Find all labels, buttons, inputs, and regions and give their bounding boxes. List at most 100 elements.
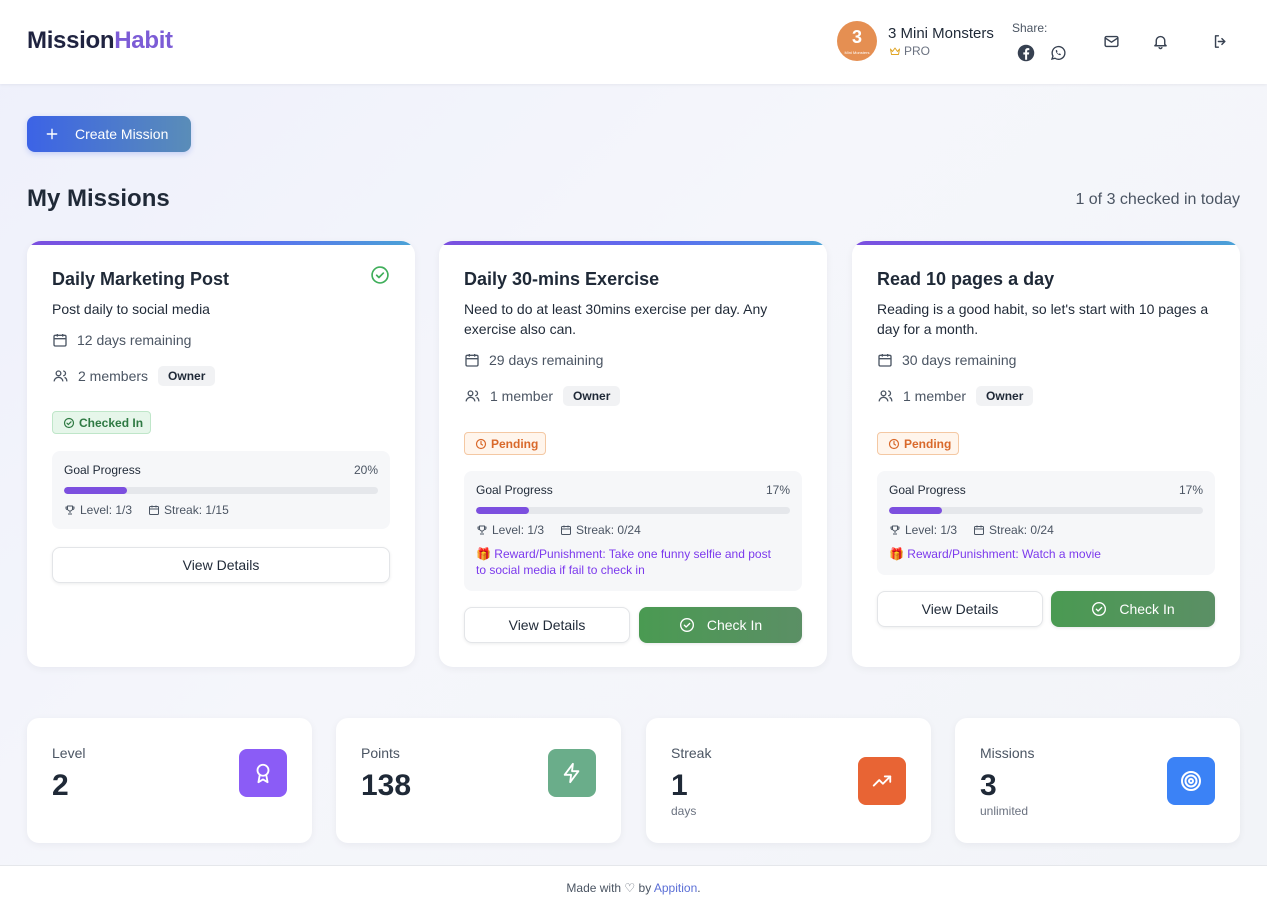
users-icon: [53, 370, 68, 382]
progress-meta: Level: 1/3 Streak: 0/24: [889, 523, 1054, 537]
stat-value: 1: [671, 769, 688, 802]
share-label: Share:: [1012, 21, 1048, 35]
member-count: 2 members: [78, 368, 149, 384]
progress-bar-fill: [889, 507, 943, 514]
status-label: Pending: [904, 436, 952, 451]
streak-text: Streak: 0/24: [989, 523, 1054, 537]
facebook-icon: [1017, 44, 1035, 62]
progress-percent: 17%: [765, 483, 790, 497]
stat-card-points: Points 138: [336, 718, 621, 843]
calendar-icon: [561, 525, 572, 535]
logout-icon: [1214, 34, 1225, 48]
bell-icon: [1153, 35, 1167, 49]
notifications-button[interactable]: [1150, 31, 1170, 51]
progress-meta: Level: 1/3 Streak: 1/15: [64, 503, 229, 517]
calendar-icon: [53, 334, 67, 347]
mission-title[interactable]: Daily Marketing Post: [52, 269, 230, 289]
check-in-button[interactable]: Check In: [1051, 591, 1215, 627]
check-in-label: Check In: [706, 617, 763, 633]
days-remaining-row: 29 days remaining: [464, 352, 603, 368]
trophy-icon: [477, 525, 487, 535]
streak-text: Streak: 0/24: [576, 523, 641, 537]
footer: Made with ♡ by Appition.: [0, 865, 1267, 903]
check-in-label: Check In: [1119, 601, 1175, 617]
calendar-icon: [465, 354, 479, 367]
check-circle-icon: [371, 266, 389, 284]
mail-icon: [1103, 35, 1119, 47]
level-text: Level: 1/3: [80, 503, 133, 517]
plan-badge: PRO: [889, 44, 930, 58]
members-row: 1 member Owner: [464, 386, 621, 406]
logo-text-mission: Mission: [27, 27, 115, 54]
plus-icon: [46, 128, 58, 140]
role-badge: Owner: [976, 386, 1034, 406]
whatsapp-share-button[interactable]: [1048, 44, 1068, 62]
whatsapp-icon: [1050, 45, 1066, 60]
messages-button[interactable]: [1101, 31, 1121, 51]
app-logo[interactable]: MissionHabit: [27, 27, 173, 55]
appition-link[interactable]: Appition: [653, 881, 698, 895]
members-row: 1 member Owner: [877, 386, 1034, 406]
plan-label: PRO: [904, 44, 931, 58]
trophy-icon: [65, 505, 75, 515]
mission-title[interactable]: Read 10 pages a day: [877, 269, 1055, 289]
stat-icon-box: [239, 749, 287, 797]
mission-description: Need to do at least 30mins exercise per …: [464, 301, 768, 337]
calendar-icon: [149, 505, 160, 515]
mission-card: Daily Marketing Post Post daily to socia…: [27, 241, 415, 667]
members-row: 2 members Owner: [52, 366, 216, 386]
page-title: My Missions: [27, 185, 170, 212]
stat-icon-box: [858, 757, 906, 805]
level-text: Level: 1/3: [492, 523, 545, 537]
reward-text: Reward/Punishment: Watch a movie: [907, 547, 1101, 561]
reward-punishment: 🎁 Reward/Punishment: Take one funny self…: [476, 546, 776, 578]
check-in-button[interactable]: Check In: [639, 607, 802, 643]
progress-percent: 20%: [353, 463, 378, 477]
users-icon: [465, 390, 480, 402]
level-info: Level: 1/3: [889, 523, 957, 537]
logo-text-habit: Habit: [114, 27, 173, 54]
progress-bar: [64, 487, 378, 494]
stat-card-level: Level 2: [27, 718, 312, 843]
stat-icon-box: [548, 749, 596, 797]
status-badge: Checked In: [52, 411, 152, 434]
role-badge: Owner: [563, 386, 621, 406]
calendar-icon: [878, 354, 892, 367]
check-circle-icon: [63, 417, 75, 428]
logout-button[interactable]: [1210, 31, 1230, 51]
goal-progress-panel: Goal Progress 17% Level: 1/3 Streak: 0/2…: [464, 471, 802, 591]
checked-in-summary: 1 of 3 checked in today: [1075, 191, 1240, 208]
member-count: 1 member: [490, 388, 554, 404]
stat-card-missions: Missions 3 unlimited: [955, 718, 1240, 843]
view-details-button[interactable]: View Details: [464, 607, 630, 643]
view-details-button[interactable]: View Details: [877, 591, 1043, 627]
footer-suffix: .: [697, 881, 701, 895]
progress-label: Goal Progress: [476, 483, 553, 497]
stat-icon-box: [1167, 757, 1215, 805]
stat-label: Level: [52, 745, 86, 761]
crown-icon: [890, 47, 900, 55]
checked-in-indicator: [370, 265, 390, 290]
mission-description: Reading is a good habit, so let's start …: [877, 301, 1209, 337]
mission-title[interactable]: Daily 30-mins Exercise: [464, 269, 660, 289]
gift-icon: 🎁: [889, 547, 904, 561]
trending-up-icon: [872, 775, 892, 787]
days-remaining-row: 30 days remaining: [877, 352, 1016, 368]
facebook-share-button[interactable]: [1016, 44, 1036, 62]
team-avatar[interactable]: 3 Mini Monsters: [837, 21, 877, 61]
progress-bar-fill: [476, 507, 530, 514]
check-circle-icon: [1092, 602, 1107, 616]
progress-label: Goal Progress: [889, 483, 966, 497]
status-badge: Pending: [464, 432, 547, 455]
streak-info: Streak: 0/24: [973, 523, 1054, 537]
create-mission-button[interactable]: Create Mission: [27, 116, 191, 152]
stat-label: Streak: [671, 745, 712, 761]
stat-value: 2: [52, 769, 69, 802]
view-details-button[interactable]: View Details: [52, 547, 390, 583]
stat-card-streak: Streak 1 days: [646, 718, 931, 843]
days-remaining: 30 days remaining: [902, 352, 1017, 368]
team-name[interactable]: 3 Mini Monsters: [888, 25, 994, 42]
streak-info: Streak: 0/24: [560, 523, 641, 537]
progress-bar-fill: [64, 487, 127, 494]
stat-label: Missions: [980, 745, 1035, 761]
